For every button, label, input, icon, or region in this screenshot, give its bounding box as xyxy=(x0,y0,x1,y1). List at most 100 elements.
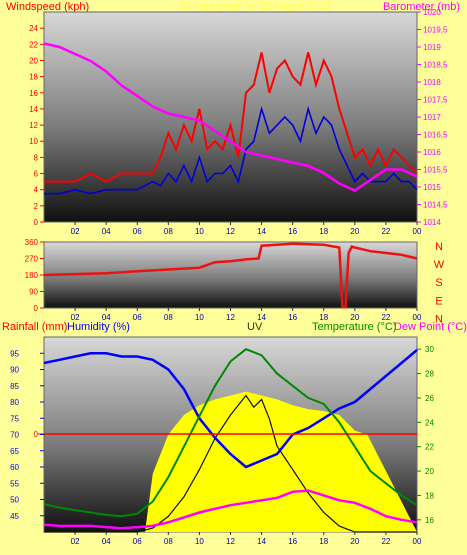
wind-y-tick-label: 2 xyxy=(34,202,39,211)
bottom-x-tick-label: 08 xyxy=(164,537,173,546)
humidity-y-tick-label: 80 xyxy=(10,398,19,407)
dir-x-tick-label: 22 xyxy=(381,313,390,322)
dir-x-tick-label: 10 xyxy=(195,313,204,322)
uv-title: UV xyxy=(247,321,263,333)
bottom-x-tick-label: 02 xyxy=(71,537,80,546)
wind-x-tick-label: 06 xyxy=(133,227,142,236)
wind-y-tick-label: 6 xyxy=(34,170,39,179)
wind-y-tick-label: 4 xyxy=(34,186,39,195)
compass-letter: N xyxy=(435,241,443,253)
wind-x-tick-label: 16 xyxy=(288,227,297,236)
moonset-label: Moon Set xyxy=(61,519,96,528)
baro-y-tick-label: 1016,5 xyxy=(423,131,448,140)
temperature-series-line xyxy=(43,348,418,518)
dir-x-tick-label: 16 xyxy=(288,313,297,322)
dir-x-tick-label: 06 xyxy=(133,313,142,322)
dewpoint-title: Dew Point (°C) xyxy=(394,321,467,333)
dir-x-tick-label: 20 xyxy=(350,313,359,322)
humidity-y-tick-label: 60 xyxy=(10,463,19,472)
baro-y-tick-label: 1015 xyxy=(423,183,441,192)
rain-y-tick-label: 0 xyxy=(34,430,39,439)
solar-series-line xyxy=(44,394,417,533)
dir-x-tick-label: 14 xyxy=(257,313,266,322)
compass-letter: E xyxy=(435,295,442,307)
wind-y-tick-label: 10 xyxy=(29,137,38,146)
humidity-y-tick-label: 55 xyxy=(10,479,19,488)
wind-y-tick-label: 20 xyxy=(29,56,38,65)
wind-y-tick-label: 14 xyxy=(29,105,38,114)
direction-panel xyxy=(43,241,418,309)
dir-y-tick-label: 180 xyxy=(25,271,39,280)
bottom-x-tick-label: 18 xyxy=(319,537,328,546)
humidity-y-tick-label: 70 xyxy=(10,431,19,440)
wind-y-tick-label: 22 xyxy=(29,40,38,49)
temperature-y-tick-label: 28 xyxy=(425,370,434,379)
humidity-y-tick-label: 75 xyxy=(10,414,19,423)
wind-x-tick-label: 22 xyxy=(381,227,390,236)
wind-y-tick-label: 24 xyxy=(29,24,38,33)
humidity-y-tick-label: 85 xyxy=(10,382,19,391)
compass-letter: W xyxy=(434,259,445,271)
wind-panel xyxy=(43,11,418,223)
compass-letter: N xyxy=(435,313,443,325)
temperature-y-tick-label: 22 xyxy=(425,443,434,452)
wind-series-line xyxy=(44,52,418,183)
dir-y-tick-label: 90 xyxy=(29,288,38,297)
baro-y-tick-label: 1019,5 xyxy=(423,26,448,35)
bottom-x-tick-label: 06 xyxy=(133,537,142,546)
rainfall-title: Rainfall (mm) xyxy=(2,321,67,333)
baro-y-tick-label: 1017,5 xyxy=(423,96,448,105)
temperature-y-tick-label: 26 xyxy=(425,394,434,403)
wind-y-tick-label: 8 xyxy=(34,153,39,162)
dir-x-tick-label: 04 xyxy=(102,313,111,322)
bottom-x-tick-label: 20 xyxy=(350,537,359,546)
uv-area xyxy=(44,391,417,532)
baro-y-tick-label: 1016 xyxy=(423,148,441,157)
temperature-y-tick-label: 20 xyxy=(425,467,434,476)
bottom-x-tick-label: 10 xyxy=(195,537,204,546)
baro-y-tick-label: 1014,5 xyxy=(423,201,448,210)
barometer-title: Barometer (mb) xyxy=(383,1,460,13)
dewpoint-series-line xyxy=(43,489,418,530)
temperature-y-tick-label: 30 xyxy=(425,345,434,354)
gust-series-line xyxy=(44,105,418,195)
humidity-y-tick-label: 45 xyxy=(10,512,19,521)
wind-x-tick-label: 04 xyxy=(102,227,111,236)
humidity-y-tick-label: 90 xyxy=(10,366,19,375)
wind-y-tick-label: 0 xyxy=(34,218,39,227)
wind-x-tick-label: 02 xyxy=(71,227,80,236)
humidity-title: Humidity (%) xyxy=(67,321,130,333)
wind-x-tick-label: 08 xyxy=(164,227,173,236)
baro-y-tick-label: 1018 xyxy=(423,78,441,87)
wind-y-tick-label: 12 xyxy=(29,121,38,130)
wind-x-tick-label: 18 xyxy=(319,227,328,236)
bottom-x-tick-label: 00 xyxy=(413,537,422,546)
dir-y-tick-label: 0 xyxy=(34,304,39,313)
humidity-series-line xyxy=(43,349,418,469)
bottom-x-tick-label: 12 xyxy=(226,537,235,546)
compass-letter: S xyxy=(435,277,442,289)
wind-x-tick-label: 14 xyxy=(257,227,266,236)
wind-y-tick-label: 18 xyxy=(29,73,38,82)
dir-x-tick-label: 02 xyxy=(71,313,80,322)
baro-y-tick-label: 1015,5 xyxy=(423,166,448,175)
baro-y-tick-label: 1019 xyxy=(423,43,441,52)
direction-series-line xyxy=(43,242,418,309)
wind-x-tick-label: 00 xyxy=(413,227,422,236)
temperature-y-tick-label: 18 xyxy=(425,491,434,500)
wind-x-tick-label: 10 xyxy=(195,227,204,236)
dir-x-tick-label: 08 xyxy=(164,313,173,322)
graph-date: 24 hour graph for 22 August 2019 xyxy=(180,1,329,12)
baro-y-tick-label: 1018,5 xyxy=(423,61,448,70)
temperature-y-tick-label: 24 xyxy=(425,418,434,427)
baro-y-tick-label: 1020 xyxy=(423,8,441,17)
temperature-y-tick-label: 16 xyxy=(425,516,434,525)
bottom-x-tick-label: 22 xyxy=(381,537,390,546)
barometer-series-line xyxy=(43,42,418,192)
dir-y-tick-label: 270 xyxy=(25,255,39,264)
bottom-x-tick-label: 04 xyxy=(102,537,111,546)
wind-y-tick-label: 16 xyxy=(29,89,38,98)
humidity-y-tick-label: 65 xyxy=(10,447,19,456)
windspeed-title: Windspeed (kph) xyxy=(6,1,89,13)
